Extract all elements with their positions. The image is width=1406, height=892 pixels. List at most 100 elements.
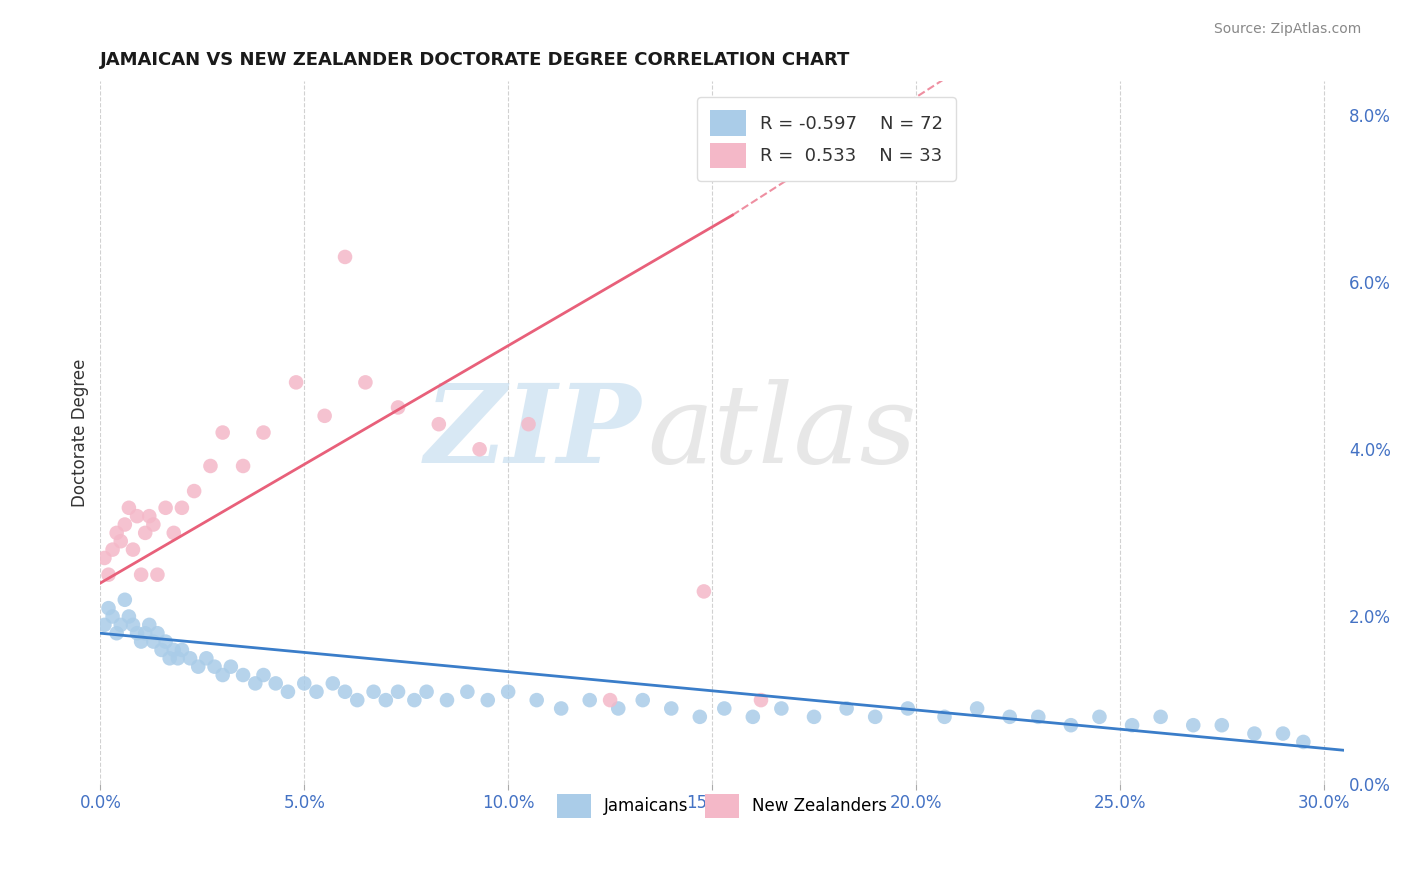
Point (170, 500, 193, 515)
Point (333, 685, 356, 699)
Point (146, 626, 169, 640)
Point (134, 525, 156, 540)
Point (322, 676, 344, 690)
Point (170, 643, 193, 657)
Point (427, 417, 450, 432)
Point (803, 710, 825, 724)
Point (314, 409, 336, 423)
Point (1026, 710, 1049, 724)
Point (1121, 718, 1143, 732)
Point (232, 668, 254, 682)
Point (863, 710, 886, 724)
Point (749, 693, 772, 707)
Point (245, 676, 267, 690)
Point (363, 685, 385, 699)
Point (125, 626, 148, 640)
Point (93, 551, 115, 566)
Point (129, 634, 152, 648)
Point (97, 567, 120, 582)
Point (134, 626, 156, 640)
Point (897, 701, 920, 715)
Point (200, 458, 222, 473)
Point (346, 693, 368, 707)
Point (211, 425, 233, 440)
Point (456, 685, 478, 699)
Point (285, 376, 308, 390)
Point (142, 634, 165, 648)
Point (404, 693, 426, 707)
Point (129, 567, 152, 582)
Point (163, 525, 186, 540)
Point (1271, 726, 1294, 740)
Point (101, 542, 124, 557)
Point (689, 710, 711, 724)
Point (264, 676, 287, 690)
Point (122, 542, 145, 557)
Point (496, 685, 519, 699)
Point (517, 417, 540, 432)
Point (1182, 718, 1205, 732)
Point (97, 601, 120, 615)
Point (252, 668, 274, 682)
Point (550, 701, 572, 715)
Point (374, 693, 396, 707)
Point (232, 458, 254, 473)
Point (118, 609, 141, 624)
Point (1211, 718, 1233, 732)
Text: ZIP: ZIP (425, 379, 641, 486)
Point (770, 701, 793, 715)
Point (114, 517, 136, 532)
Point (138, 509, 160, 524)
Point (835, 701, 858, 715)
Point (387, 685, 409, 699)
Point (599, 693, 621, 707)
Point (277, 685, 299, 699)
Point (934, 710, 956, 724)
Point (166, 651, 188, 665)
Point (114, 592, 136, 607)
Point (1243, 726, 1265, 740)
Point (1149, 710, 1171, 724)
Point (211, 668, 233, 682)
Point (163, 643, 186, 657)
Point (110, 618, 132, 632)
Point (122, 618, 145, 632)
Text: Source: ZipAtlas.com: Source: ZipAtlas.com (1213, 22, 1361, 37)
Point (252, 425, 274, 440)
Text: JAMAICAN VS NEW ZEALANDER DOCTORATE DEGREE CORRELATION CHART: JAMAICAN VS NEW ZEALANDER DOCTORATE DEGR… (100, 51, 851, 69)
Point (607, 701, 630, 715)
Point (292, 676, 315, 690)
Point (387, 401, 409, 415)
Point (155, 634, 177, 648)
Point (150, 643, 173, 657)
Point (125, 509, 148, 524)
Point (1088, 710, 1111, 724)
Point (305, 685, 328, 699)
Point (204, 659, 226, 673)
Point (477, 693, 499, 707)
Point (693, 584, 716, 599)
Point (966, 701, 988, 715)
Point (146, 567, 169, 582)
Point (142, 517, 165, 532)
Point (436, 693, 458, 707)
Point (138, 618, 160, 632)
Point (110, 534, 132, 549)
Text: atlas: atlas (648, 379, 917, 486)
Point (526, 693, 548, 707)
Point (101, 609, 124, 624)
Point (713, 701, 735, 715)
Point (354, 376, 377, 390)
Point (105, 525, 128, 540)
Point (578, 693, 600, 707)
Point (118, 500, 141, 515)
Point (333, 250, 356, 264)
Point (415, 685, 437, 699)
Point (741, 710, 763, 724)
Point (195, 651, 218, 665)
Point (1292, 735, 1315, 749)
Point (183, 484, 205, 499)
Point (179, 651, 201, 665)
Point (187, 659, 209, 673)
Legend: Jamaicans, New Zealanders: Jamaicans, New Zealanders (551, 788, 894, 824)
